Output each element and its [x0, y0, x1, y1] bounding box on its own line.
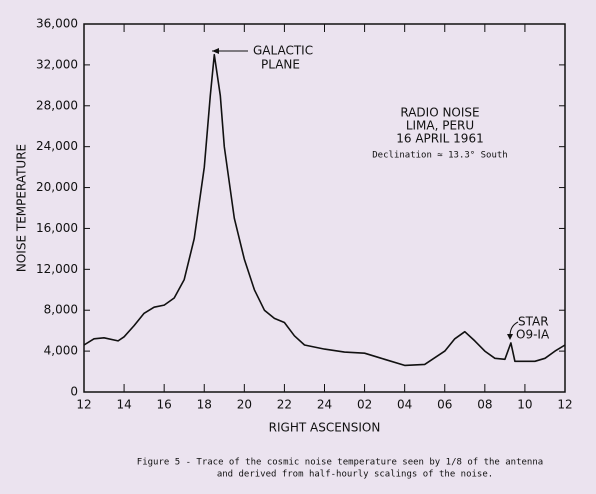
x-tick-label: 12	[76, 398, 91, 412]
plot-frame	[83, 23, 566, 393]
x-tick-label: 04	[397, 398, 412, 412]
annotation: Declination ≈ 13.3° South	[372, 151, 507, 161]
x-tick-label: 22	[277, 398, 292, 412]
y-tick-label: 20,000	[36, 180, 78, 194]
annotation: LIMA, PERU	[406, 119, 474, 133]
y-tick-label: 4,000	[44, 344, 78, 358]
y-tick-label: 32,000	[36, 57, 78, 71]
x-axis-label: RIGHT ASCENSION	[269, 421, 381, 435]
x-tick-label: 02	[357, 398, 372, 412]
arrow-head	[507, 334, 513, 340]
annotation: STAR	[518, 315, 549, 329]
annotation: PLANE	[261, 58, 300, 72]
annotation: O9-IA	[516, 328, 550, 342]
y-tick-label: 24,000	[36, 139, 78, 153]
x-tick-label: 08	[477, 398, 492, 412]
y-tick-label: 28,000	[36, 98, 78, 112]
x-tick-label: 10	[517, 398, 532, 412]
x-tick-label: 12	[557, 398, 572, 412]
x-tick-label: 18	[197, 398, 212, 412]
annotation: GALACTIC	[253, 44, 313, 58]
y-tick-label: 36,000	[36, 17, 78, 31]
y-tick-label: 8,000	[44, 303, 78, 317]
y-axis-label: NOISE TEMPERATURE	[15, 144, 29, 272]
y-tick-label: 0	[70, 385, 78, 399]
trace-line	[83, 53, 566, 367]
arrow-head	[212, 48, 219, 54]
x-tick-label: 24	[317, 398, 332, 412]
y-tick-label: 16,000	[36, 221, 78, 235]
x-tick-label: 06	[437, 398, 452, 412]
y-tick-label: 12,000	[36, 262, 78, 276]
x-tick-label: 16	[157, 398, 172, 412]
caption: and derived from half-hourly scalings of…	[217, 470, 493, 480]
x-tick-label: 20	[237, 398, 252, 412]
annotation: 16 APRIL 1961	[396, 132, 483, 146]
x-tick-label: 14	[116, 398, 131, 412]
caption: Figure 5 - Trace of the cosmic noise tem…	[137, 458, 543, 468]
annotation: RADIO NOISE	[400, 106, 479, 120]
